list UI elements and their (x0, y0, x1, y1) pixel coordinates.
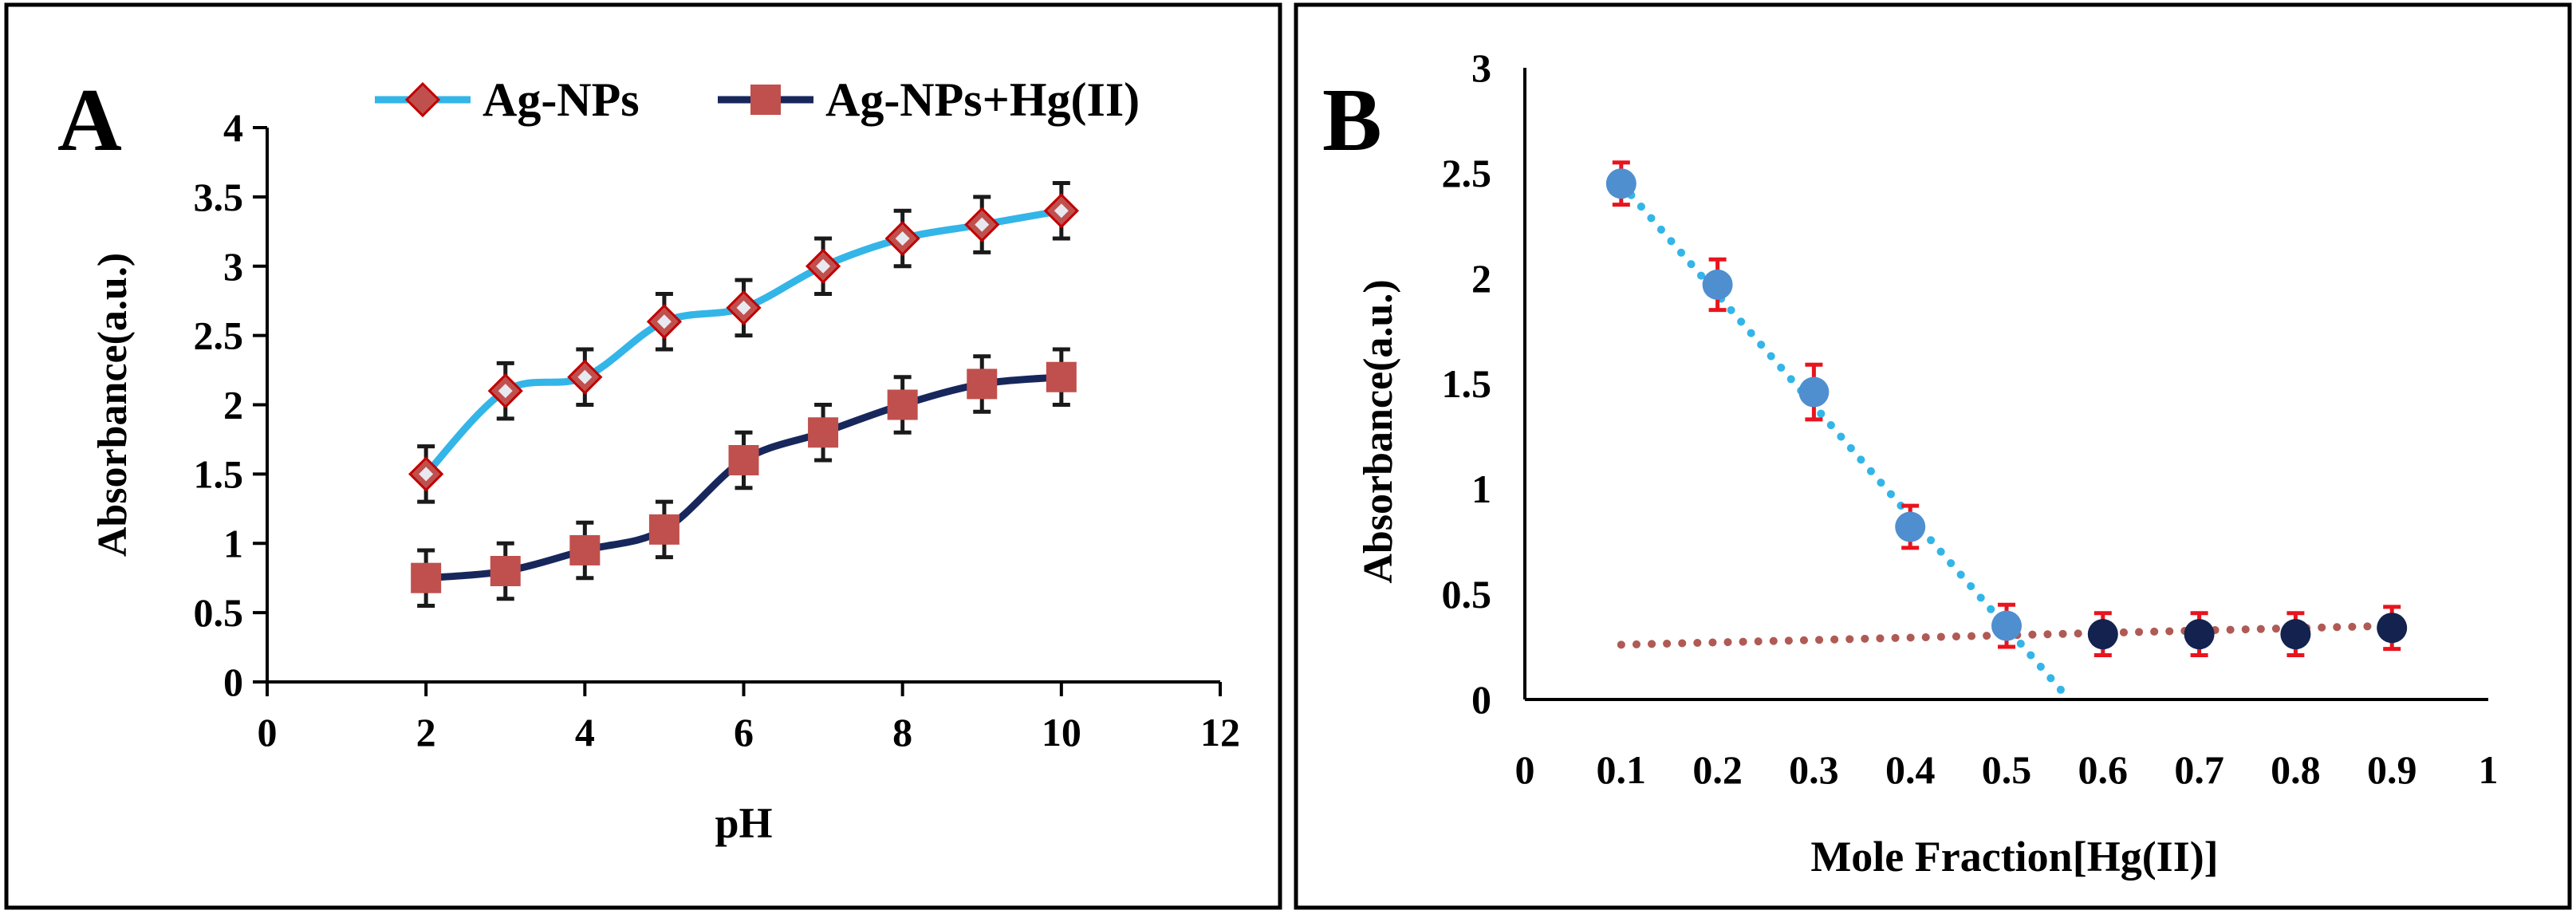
panel-b-x-tick-label: 0.3 (1789, 747, 1839, 792)
panel-a-legend-label: Ag-NPs (483, 73, 640, 126)
panel-a-y-tick-label: 1.5 (194, 451, 244, 496)
panel-a-y-tick-label: 3.5 (194, 175, 244, 219)
panel-b-y-tick-label: 2 (1471, 256, 1491, 301)
panel-a-legend-marker (404, 81, 441, 118)
panel-b-trendline (1617, 621, 2397, 649)
panel-a-data-point-center (498, 384, 513, 399)
panel-b-x-axis-title: Mole Fraction[Hg(II)] (1810, 833, 2218, 881)
panel-a-y-tick-label: 2 (223, 383, 243, 428)
panel-a-x-axis-title: pH (715, 799, 772, 847)
panel-b-y-axis-title: Absorbance(a.u.) (1356, 279, 1401, 583)
panel-b-data-point (2184, 619, 2215, 650)
panel-a-y-tick-label: 0.5 (194, 590, 244, 635)
panel-b-x-tick-label: 0.9 (2367, 747, 2417, 792)
panel-b-y-tick-label: 0 (1471, 677, 1491, 722)
panel-a-data-point (411, 562, 442, 593)
panel-a-data-point (648, 514, 679, 545)
panel-a: A 0 0.5 1 1.5 2 2.5 3 3.5 4 0 2 4 6 8 10 12 pH Absorbance(… (57, 71, 1240, 847)
panel-b-data-point (1895, 511, 1926, 542)
panel-b-y-tick-label: 2.5 (1442, 151, 1492, 195)
panel-a-y-axis-title: Absorbance(a.u.) (90, 253, 136, 557)
panel-a-data-point (728, 445, 759, 475)
panel-b-x-tick-label: 0.8 (2271, 747, 2321, 792)
panel-b-data-point (1991, 610, 2022, 641)
panel-a-y-tick-label: 3 (223, 244, 243, 289)
panel-b-y-tick-label: 3 (1471, 45, 1491, 90)
panel-b-data-point (2087, 619, 2118, 650)
panel-a-legend-label: Ag-NPs+Hg(II) (825, 73, 1140, 126)
panel-a-data-point (887, 389, 918, 420)
panel-a-data-point (1046, 361, 1077, 392)
panel-b-data-point (2280, 619, 2311, 650)
panel-a-data-point (967, 368, 998, 400)
panel-a-data-point (569, 534, 601, 565)
panel-a-y-tick-label: 2.5 (194, 313, 244, 358)
panel-a-data-point-center (577, 369, 593, 384)
panel-a-frame (4, 2, 1282, 910)
panel-b-data-point (1605, 168, 1637, 199)
panel-a-y-tick-label: 4 (223, 105, 243, 150)
panel-a-legend-marker (750, 85, 781, 115)
panel-b-x-tick-label: 0 (1515, 747, 1535, 792)
panel-b-x-tick-label: 0.5 (1982, 747, 2032, 792)
panel-b-data-point (2377, 613, 2408, 644)
panel-a-data-point-center (736, 300, 751, 315)
panel-a-x-tick-label: 2 (416, 710, 436, 755)
panel-a-x-tick-label: 10 (1042, 710, 1081, 755)
panel-a-data-point-center (656, 314, 672, 329)
panel-a-data-point (490, 556, 521, 586)
panel-b-x-tick-label: 0.6 (2078, 747, 2129, 792)
panel-a-y-tick-label: 0 (223, 660, 243, 704)
panel-b-data-point (1798, 376, 1830, 408)
panel-a-y-tick-label: 1 (223, 521, 243, 565)
panel-a-data-point-center (975, 217, 990, 232)
panel-b-x-tick-label: 1 (2479, 747, 2499, 792)
panel-a-x-tick-label: 6 (734, 710, 754, 755)
panel-a-x-tick-label: 4 (575, 710, 595, 755)
panel-b-y-tick-label: 1 (1471, 467, 1491, 511)
panel-a-data-point-center (816, 258, 831, 274)
panel-b-x-tick-label: 0.7 (2174, 747, 2224, 792)
panel-a-data-point-center (895, 231, 910, 246)
panel-b-data-point (1702, 269, 1733, 300)
panel-b-x-tick-label: 0.4 (1885, 747, 1936, 792)
panel-a-x-tick-label: 8 (892, 710, 912, 755)
panel-a-data-point-center (419, 467, 434, 482)
panel-a-data-point-center (1054, 203, 1069, 219)
panel-a-label: A (57, 71, 122, 170)
panel-b-x-tick-label: 0.2 (1692, 747, 1743, 792)
panel-b-y-tick-label: 1.5 (1442, 361, 1492, 406)
panel-b-label: B (1322, 71, 1382, 170)
panel-a-x-tick-label: 0 (258, 710, 278, 755)
panel-a-data-point (808, 417, 839, 448)
panel-b: B 0 0.5 1 1.5 2 2.5 3 0 0.1 0.2 0.3 0.4 0.5 0.6 0.7 0.8 0… (1322, 45, 2499, 881)
panel-a-x-tick-label: 12 (1200, 710, 1240, 755)
panel-b-x-tick-label: 0.1 (1597, 747, 1647, 792)
panel-b-frame (1294, 2, 2572, 910)
panel-b-y-tick-label: 0.5 (1442, 572, 1492, 617)
